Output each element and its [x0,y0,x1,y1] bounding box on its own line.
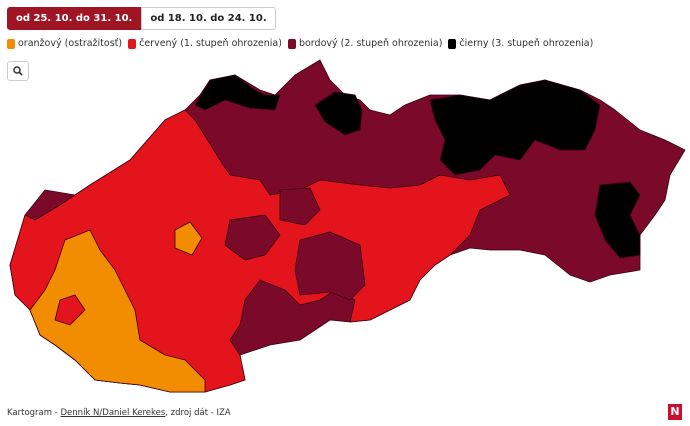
footer: Kartogram - Denník N/Daniel Kerekes, zdr… [7,408,231,418]
region [194,74,281,111]
map [9,59,686,393]
legend-label: bordový (2. stupeň ohrozenia) [298,38,443,49]
legend-item: čierny (3. stupeň ohrozenia) [448,38,593,49]
region [314,91,363,136]
region [54,294,86,326]
footer-suffix: , zdroj dát - IZA [165,408,231,418]
legend-item: oranžový (ostražitosť) [7,38,122,49]
region [429,79,601,176]
tabs: od 25. 10. do 31. 10. od 18. 10. do 24. … [7,7,276,30]
legend-label: oranžový (ostražitosť) [18,38,123,49]
region [279,187,321,226]
legend-swatch [7,38,15,49]
region [29,229,206,393]
legend-label: červený (1. stupeň ohrozenia) [139,38,282,49]
region [294,231,366,301]
legend-item: červený (1. stupeň ohrozenia) [128,38,282,49]
footer-prefix: Kartogram - [7,408,61,418]
region [594,181,641,259]
legend-item: bordový (2. stupeň ohrozenia) [287,38,443,49]
footer-link[interactable]: Denník N/Daniel Kerekes [60,408,166,418]
legend-swatch [287,38,296,49]
tab[interactable]: od 25. 10. do 31. 10. [7,7,142,30]
legend-swatch [448,38,457,49]
legend: oranžový (ostražitosť) červený (1. stupeň… [7,38,599,49]
region [224,214,281,261]
search-icon [13,66,23,76]
legend-label: čierny (3. stupeň ohrozenia) [459,38,594,49]
legend-swatch [128,38,137,49]
tab[interactable]: od 18. 10. do 24. 10. [141,7,276,30]
search-button[interactable] [7,61,29,81]
logo: N [668,404,682,420]
region [174,221,203,256]
